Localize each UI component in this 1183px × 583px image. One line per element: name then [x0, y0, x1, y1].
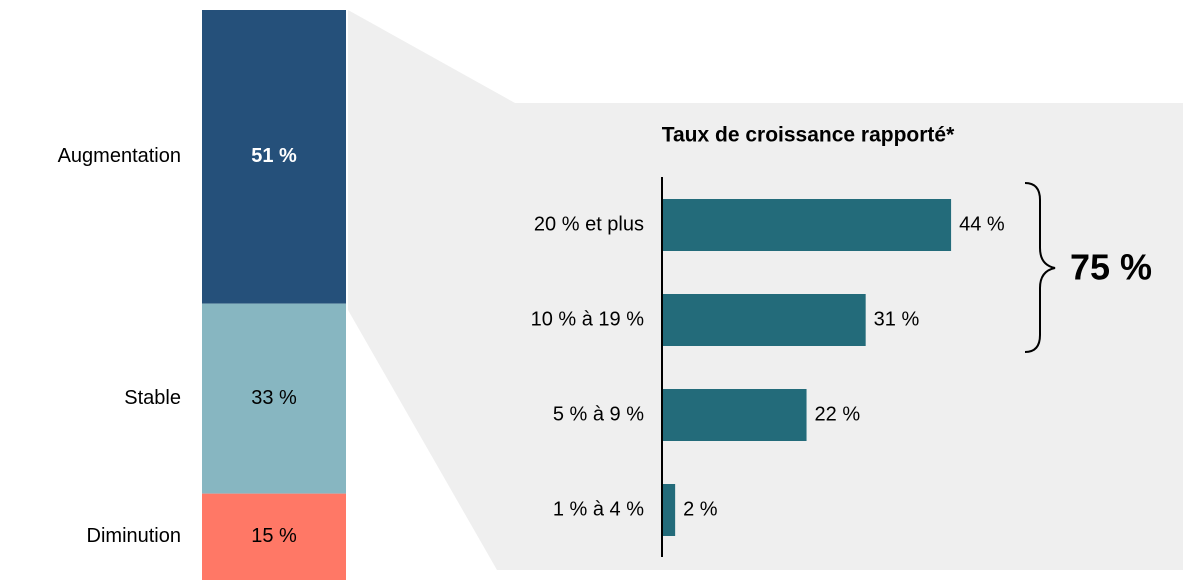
category-label: 10 % à 19 %: [531, 308, 645, 330]
bar: [662, 199, 952, 251]
value-label: 15 %: [251, 525, 297, 547]
bar: [662, 389, 807, 441]
segment: [202, 10, 346, 304]
segment: [202, 303, 346, 494]
bar: [662, 484, 676, 536]
value-label: 31 %: [874, 308, 920, 330]
value-label: 22 %: [815, 403, 861, 425]
category-label: Augmentation: [58, 145, 181, 167]
category-label: 5 % à 9 %: [553, 403, 644, 425]
category-label: Diminution: [87, 525, 181, 547]
segment: [202, 493, 346, 580]
annotation: 75 %: [1070, 247, 1152, 288]
value-label: 51 %: [251, 145, 297, 167]
category-label: Stable: [124, 387, 181, 409]
category-label: 20 % et plus: [534, 213, 644, 235]
zoom-background: [348, 10, 1183, 570]
category-label: 1 % à 4 %: [553, 498, 644, 520]
bracket: [1024, 182, 1056, 353]
value-label: 33 %: [251, 387, 297, 409]
bar: [662, 294, 866, 346]
chart-title: Taux de croissance rapporté*: [662, 124, 955, 147]
value-label: 44 %: [959, 213, 1005, 235]
value-label: 2 %: [683, 498, 718, 520]
